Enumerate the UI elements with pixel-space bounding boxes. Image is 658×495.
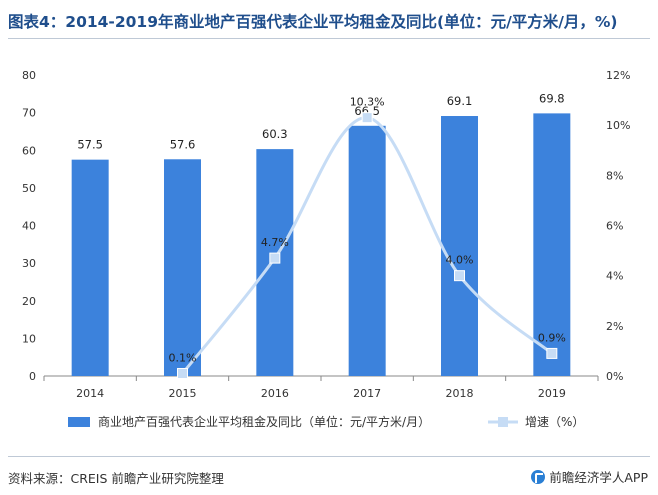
left-axis-tick-label: 20 xyxy=(22,295,36,308)
growth-rate-label: 0.1% xyxy=(169,351,197,364)
right-axis-tick-label: 2% xyxy=(606,320,623,333)
left-axis-tick-label: 30 xyxy=(22,257,36,270)
left-axis-tick-label: 40 xyxy=(22,220,36,233)
bar-value-label: 57.6 xyxy=(170,137,196,151)
growth-rate-label: 4.7% xyxy=(261,236,289,249)
x-axis-tick-label: 2017 xyxy=(353,387,381,400)
bar xyxy=(533,113,571,376)
bar-value-label: 69.1 xyxy=(447,94,473,108)
x-axis-tick-label: 2016 xyxy=(261,387,289,400)
bar xyxy=(71,159,109,376)
chart: 0 10 20 30 40 50 60 70 80 0% 2% 4% 6% 8% 10% 12% 2014 201… xyxy=(22,69,630,429)
footer: 资料来源：CREIS 前瞻产业研究院整理 前瞻经济学人APP xyxy=(0,456,658,495)
growth-rate-label: 10.3% xyxy=(350,96,385,109)
bar-value-label: 69.8 xyxy=(539,91,565,105)
source-note: 资料来源：CREIS 前瞻产业研究院整理 xyxy=(8,471,224,486)
growth-rate-marker xyxy=(361,112,373,124)
right-axis-tick-label: 12% xyxy=(606,69,630,82)
growth-rate-marker xyxy=(454,270,465,282)
left-axis-tick-label: 70 xyxy=(22,107,36,120)
bar xyxy=(441,116,478,376)
title-divider xyxy=(8,38,650,39)
growth-rate-marker xyxy=(177,367,188,379)
growth-rate-marker xyxy=(269,252,281,264)
left-axis-tick-label: 80 xyxy=(22,69,36,82)
growth-rate-label: 0.9% xyxy=(538,331,566,344)
bar-value-label: 66.5 xyxy=(354,104,380,118)
growth-rate-label: 4.0% xyxy=(446,254,474,267)
right-axis-tick-label: 8% xyxy=(606,169,623,182)
growth-rate-marker xyxy=(546,347,558,359)
left-axis-tick-label: 60 xyxy=(22,144,36,157)
right-axis-tick-label: 0% xyxy=(606,370,623,383)
x-axis-tick-label: 2014 xyxy=(76,387,104,400)
right-axis-tick-label: 4% xyxy=(606,270,623,283)
legend-line-label: 增速（%） xyxy=(525,415,584,429)
legend-line-marker xyxy=(498,417,508,427)
bar-value-label: 57.5 xyxy=(77,138,103,152)
brand: 前瞻经济学人APP xyxy=(531,467,648,486)
left-axis-tick-label: 50 xyxy=(22,182,36,195)
bar xyxy=(348,125,386,376)
legend-bar-swatch xyxy=(68,417,90,427)
bar-value-label: 60.3 xyxy=(262,127,288,141)
bar xyxy=(164,159,201,376)
right-axis-tick-label: 10% xyxy=(606,119,630,132)
x-axis-tick-label: 2018 xyxy=(446,387,474,400)
footer-divider xyxy=(8,456,650,457)
brand-name: 前瞻经济学人APP xyxy=(549,470,648,485)
right-axis-tick-label: 6% xyxy=(606,220,623,233)
left-axis-tick-label: 10 xyxy=(22,332,36,345)
left-axis-tick-label: 0 xyxy=(29,370,36,383)
x-axis-tick-label: 2015 xyxy=(169,387,197,400)
legend-bar-label: 商业地产百强代表企业平均租金及同比（单位：元/平方米/月） xyxy=(98,414,430,429)
chart-title: 图表4：2014-2019年商业地产百强代表企业平均租金及同比(单位：元/平方米… xyxy=(8,13,618,31)
brand-logo-icon xyxy=(531,470,546,484)
x-axis-tick-label: 2019 xyxy=(538,387,566,400)
